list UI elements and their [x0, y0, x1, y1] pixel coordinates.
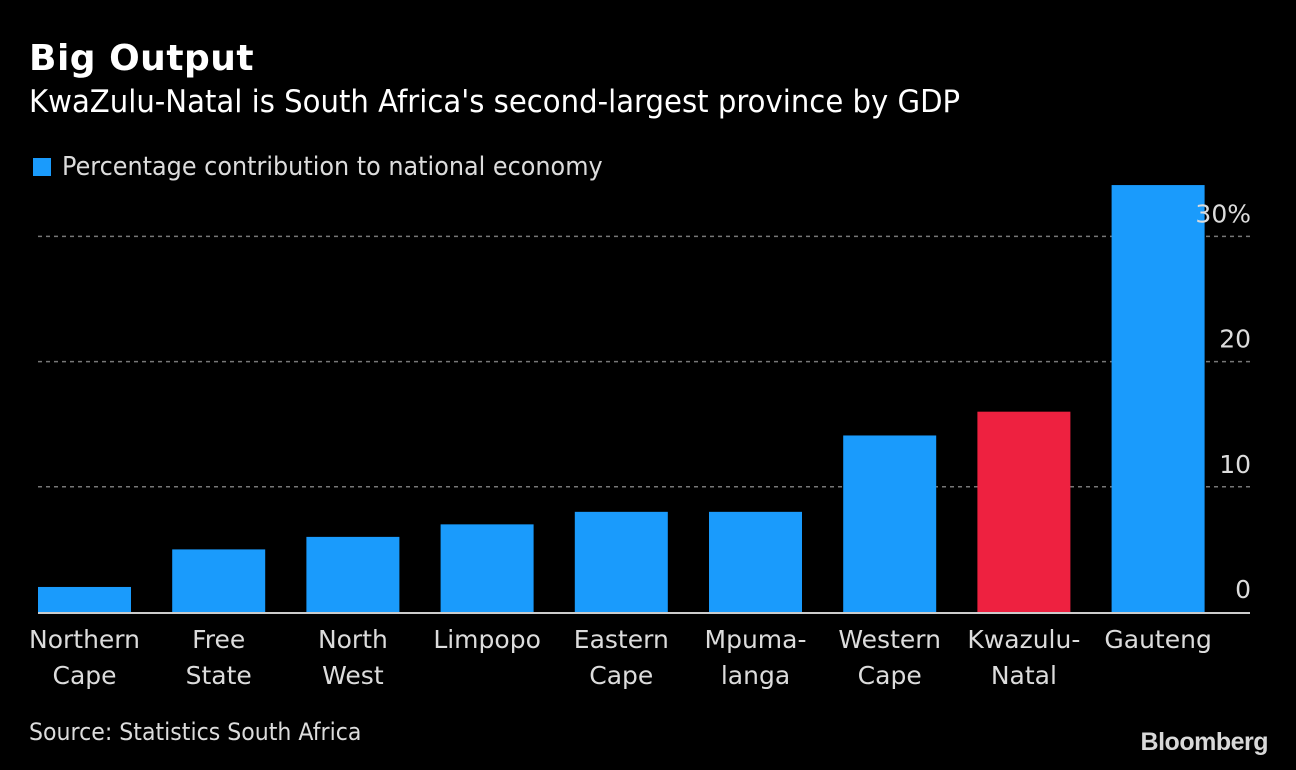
bar-kwazulu-natal	[977, 411, 1071, 612]
y-tick-label: 30%	[1195, 199, 1251, 228]
category-label: Western	[838, 625, 941, 654]
y-tick-label: 10	[1219, 450, 1251, 479]
category-label: Kwazulu-	[967, 625, 1080, 654]
category-label: Limpopo	[433, 625, 541, 654]
category-label: Eastern	[574, 625, 669, 654]
chart-title: Big Output	[29, 38, 255, 79]
bloomberg-logo: Bloomberg	[1140, 728, 1269, 756]
legend: Percentage contribution to national econ…	[33, 152, 650, 182]
bar-western-cape	[843, 435, 937, 612]
category-label: West	[322, 661, 384, 690]
bar-limpopo	[440, 524, 534, 612]
bar-northern-cape	[38, 586, 131, 612]
category-label: Natal	[991, 661, 1057, 690]
chart-subtitle: KwaZulu-Natal is South Africa's second-l…	[29, 84, 961, 120]
source-note: Source: Statistics South Africa	[29, 718, 362, 746]
bar-mpuma-langa	[709, 511, 802, 612]
bar-north-west	[306, 536, 400, 612]
legend-swatch	[33, 158, 51, 176]
category-labels: Northern Cape Free State North West Limpopo Eas…	[29, 625, 1212, 690]
category-label: Cape	[589, 661, 653, 690]
bar-gauteng	[1111, 185, 1205, 612]
bar-eastern-cape	[574, 511, 668, 612]
category-label: Free	[192, 625, 245, 654]
category-label: Cape	[52, 661, 116, 690]
y-axis-ticks: 0 10 20 30%	[1195, 199, 1251, 604]
category-label: Gauteng	[1104, 625, 1211, 654]
category-label: Northern	[29, 625, 140, 654]
bar-free-state	[172, 549, 266, 612]
legend-label: Percentage contribution to national econ…	[62, 152, 603, 182]
category-label: Mpuma-	[705, 625, 807, 654]
y-tick-label: 20	[1219, 325, 1251, 354]
y-tick-label: 0	[1235, 575, 1251, 604]
category-label: Cape	[858, 661, 922, 690]
category-label: langa	[721, 661, 790, 690]
category-label: State	[186, 661, 252, 690]
bars	[38, 185, 1205, 612]
category-label: North	[318, 625, 388, 654]
